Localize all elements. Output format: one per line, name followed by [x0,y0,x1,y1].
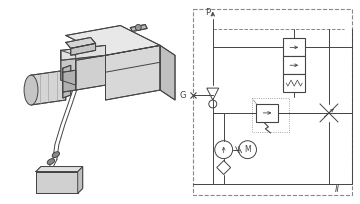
Text: P: P [205,8,210,17]
Bar [256,104,278,122]
Polygon shape [63,65,71,98]
Ellipse shape [52,152,59,157]
Polygon shape [130,24,147,31]
Polygon shape [61,45,105,60]
Polygon shape [61,50,76,85]
Polygon shape [105,45,160,100]
Bar [41,175,50,181]
Circle shape [135,24,141,30]
Ellipse shape [47,159,55,164]
Polygon shape [71,43,95,55]
Polygon shape [31,70,66,105]
Polygon shape [36,172,78,193]
Text: G: G [179,91,186,100]
Polygon shape [66,26,160,55]
Bar [41,183,73,189]
Polygon shape [63,70,76,92]
Text: M: M [244,145,251,154]
Polygon shape [160,45,175,100]
Bar [193,9,352,195]
Polygon shape [66,38,95,48]
Ellipse shape [24,75,38,105]
Bar [283,56,305,74]
Bar [283,74,305,92]
Polygon shape [76,55,105,90]
Polygon shape [36,166,83,172]
Text: II: II [334,185,339,194]
Polygon shape [78,166,83,193]
Bar [54,175,63,181]
Bar [283,38,305,56]
Bar [67,175,76,181]
Bar [252,98,289,132]
